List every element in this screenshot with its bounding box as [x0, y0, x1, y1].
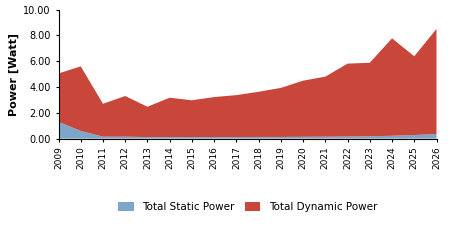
Y-axis label: Power [Watt]: Power [Watt] [9, 33, 19, 116]
Legend: Total Static Power, Total Dynamic Power: Total Static Power, Total Dynamic Power [118, 202, 377, 212]
